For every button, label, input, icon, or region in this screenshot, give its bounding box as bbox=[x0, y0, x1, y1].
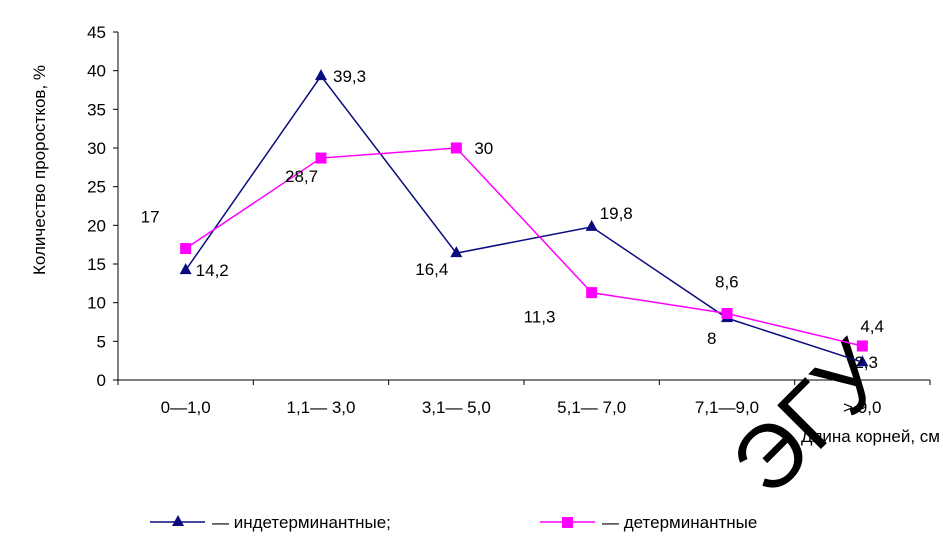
series-line-indeterminate bbox=[185, 74, 863, 363]
data-label: 8,6 bbox=[715, 272, 739, 291]
x-axis: 0—1,0 1,1— 3,0 3,1— 5,0 5,1— 7,0 7,1—9,0 > 9,… bbox=[117, 379, 931, 417]
x-tick-label: > 9,0 bbox=[843, 398, 881, 417]
y-tick-label: 30 bbox=[87, 139, 106, 158]
data-label: 30 bbox=[474, 139, 493, 158]
data-label: 16,4 bbox=[415, 260, 448, 279]
y-tick-label: 10 bbox=[87, 294, 106, 313]
legend-square-marker bbox=[562, 517, 573, 528]
data-point-square bbox=[856, 340, 868, 352]
data-label: 14,2 bbox=[196, 261, 229, 280]
y-tick-label: 25 bbox=[87, 178, 106, 197]
series-line-determinate bbox=[185, 147, 863, 347]
data-point-square bbox=[586, 287, 598, 299]
data-point-triangle bbox=[450, 246, 463, 258]
data-point-triangle bbox=[315, 69, 327, 81]
series-layer bbox=[179, 69, 869, 367]
data-point-square bbox=[315, 152, 327, 164]
legend-label-determinate: — детерминантные bbox=[602, 513, 757, 532]
watermark: ЭГУ bbox=[713, 322, 905, 514]
data-labels: 14,2 39,3 16,4 19,8 8 2,3 17 28,7 30 11,3 8,6 4,4 bbox=[141, 67, 884, 372]
legend-item-indeterminate: — индетерминантные; bbox=[150, 513, 391, 532]
x-ticks: 0—1,0 1,1— 3,0 3,1— 5,0 5,1— 7,0 7,1—9,0 > 9,… bbox=[117, 380, 931, 417]
data-label: 2,3 bbox=[854, 353, 878, 372]
x-tick-label: 3,1— 5,0 bbox=[422, 398, 491, 417]
legend-triangle-marker bbox=[172, 515, 184, 526]
data-point-triangle bbox=[585, 219, 598, 231]
data-label: 4,4 bbox=[860, 317, 884, 336]
x-tick-label: 1,1— 3,0 bbox=[287, 398, 356, 417]
y-tick-label: 45 bbox=[87, 23, 106, 42]
x-tick-label: 5,1— 7,0 bbox=[557, 398, 626, 417]
data-point-triangle bbox=[856, 355, 869, 367]
legend: — индетерминантные; — детерминантные bbox=[150, 513, 757, 532]
y-ticks: 0 5 10 15 20 25 30 35 40 45 bbox=[87, 23, 118, 390]
y-axis-title: Количество проростков, % bbox=[30, 65, 49, 275]
x-axis-title: Длина корней, см bbox=[801, 427, 940, 446]
legend-label-indeterminate: — индетерминантные; bbox=[212, 513, 391, 532]
data-label: 8 bbox=[707, 329, 716, 348]
data-label: 19,8 bbox=[600, 204, 633, 223]
y-axis: 0 5 10 15 20 25 30 35 40 45 bbox=[87, 23, 119, 390]
data-label: 17 bbox=[141, 208, 160, 227]
data-label: 28,7 bbox=[285, 167, 318, 186]
y-tick-label: 15 bbox=[87, 255, 106, 274]
data-point-triangle bbox=[179, 263, 192, 275]
data-label: 11,3 bbox=[524, 308, 556, 327]
y-tick-label: 0 bbox=[97, 371, 106, 390]
y-tick-label: 40 bbox=[87, 62, 106, 81]
data-point-square bbox=[721, 307, 733, 319]
legend-item-determinate: — детерминантные bbox=[540, 513, 757, 532]
y-tick-label: 20 bbox=[87, 216, 106, 235]
x-tick-label: 0—1,0 bbox=[161, 398, 211, 417]
y-tick-label: 5 bbox=[97, 332, 106, 351]
data-point-square bbox=[180, 243, 192, 255]
y-tick-label: 35 bbox=[87, 100, 106, 119]
x-tick-label: 7,1—9,0 bbox=[695, 398, 759, 417]
data-point-square bbox=[450, 142, 462, 154]
data-label: 39,3 bbox=[333, 67, 366, 86]
